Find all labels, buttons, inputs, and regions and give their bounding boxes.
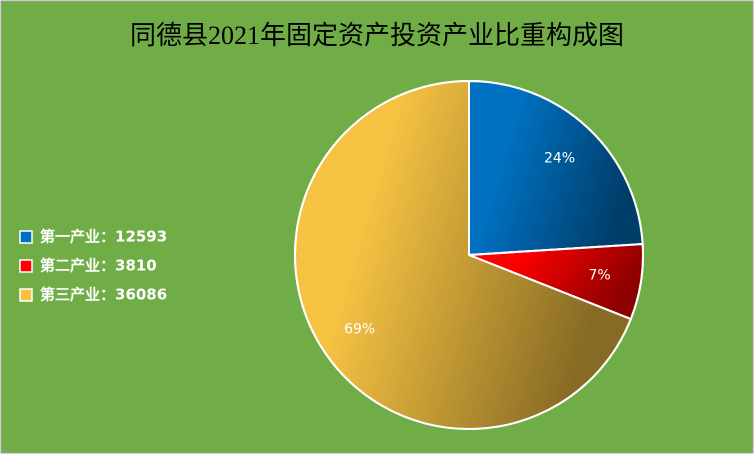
data-label: 69%: [344, 321, 375, 337]
legend-label: 第三产业：36086: [40, 286, 167, 304]
data-label: 7%: [589, 268, 611, 284]
legend-swatch: [19, 259, 33, 273]
legend-label: 第一产业：12593: [40, 228, 167, 246]
chart-title: 同德县2021年固定资产投资产业比重构成图: [130, 21, 624, 50]
legend-swatch: [19, 288, 33, 302]
legend-swatch: [19, 230, 33, 244]
data-label: 24%: [544, 151, 575, 167]
legend-label: 第二产业：3810: [40, 257, 157, 275]
